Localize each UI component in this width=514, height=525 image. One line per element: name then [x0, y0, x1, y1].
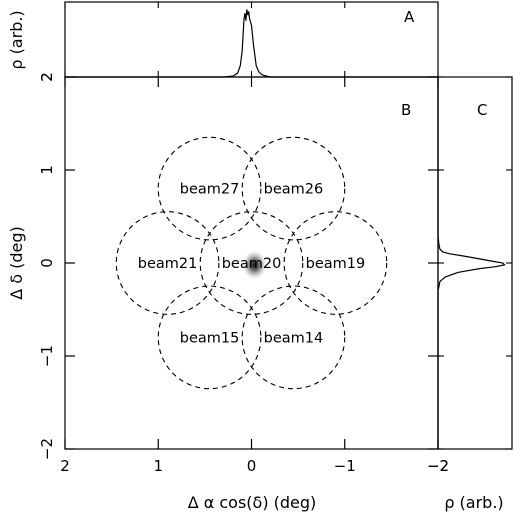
panel-b-label: B: [401, 101, 411, 119]
panel-c-x-ticks: −2: [427, 76, 512, 475]
panel-a-y-tick-label: 2: [38, 72, 56, 82]
beam-circle-beam19: [283, 211, 388, 315]
beam-label-beam15: beam15: [180, 330, 240, 346]
beam-label-beam21: beam21: [138, 256, 198, 272]
panel-c-x-axis-label: ρ (arb.): [444, 493, 503, 512]
beam-circle-beam15: [157, 285, 262, 390]
beam-circle-beam21: [115, 211, 220, 315]
x-tick-label: 2: [60, 457, 70, 475]
beam-label-beam14: beam14: [264, 330, 324, 346]
x-tick-label: −1: [334, 457, 356, 475]
beam-circle-beam27: [157, 136, 262, 241]
panel-a-frame: [64, 1, 439, 78]
panel-b-y-ticks: −2 −1 0 1 2: [38, 72, 438, 460]
panel-b-x-axis-label: Δ α cos(δ) (deg): [188, 493, 317, 512]
x-tick-label: −2: [427, 457, 449, 475]
panel-b-y-axis-label: Δ δ (deg): [7, 226, 26, 300]
beam-label-beam20: beam20: [222, 256, 282, 272]
beam-circle-beam20: [199, 211, 304, 315]
y-tick-label: −2: [38, 438, 56, 460]
panel-a-y-axis-label: ρ (arb.): [7, 10, 26, 69]
panel-c-profile-line: [437, 77, 506, 449]
panel-c-x-tick-label: −2: [427, 457, 449, 475]
panel-a-label: A: [404, 8, 415, 26]
y-tick-label: −1: [38, 345, 56, 367]
x-tick-label: 0: [247, 457, 257, 475]
source-blob: [242, 251, 267, 279]
beam-label-beam26: beam26: [264, 182, 324, 198]
panel-a-y-ticks: 2: [38, 2, 439, 82]
beam-circles: beam27 beam26 beam21 beam20 beam19 beam15 beam…: [115, 136, 388, 390]
panel-a: A ρ (arb.) 2: [7, 1, 439, 82]
y-tick-label: 1: [38, 165, 56, 175]
beam-label-beam27: beam27: [180, 182, 240, 198]
y-tick-label: 0: [38, 258, 56, 268]
y-tick-label: 2: [38, 72, 56, 82]
beam-circle-beam14: [241, 285, 346, 390]
panel-b: B Δ δ (deg) Δ α cos(δ) (deg) 2 1 0 −1 −2 −2−…: [7, 72, 449, 512]
panel-a-profile-line: [65, 9, 438, 78]
beam-label-beam19: beam19: [306, 256, 366, 272]
beam-circle-beam26: [241, 136, 346, 241]
x-tick-label: 1: [153, 457, 163, 475]
panel-c-label: C: [477, 101, 487, 119]
panel-c: C ρ (arb.) −2: [427, 76, 513, 512]
